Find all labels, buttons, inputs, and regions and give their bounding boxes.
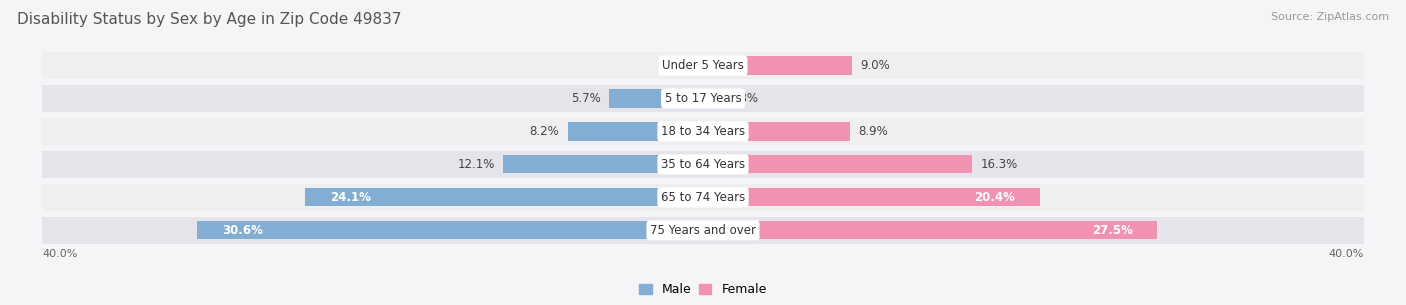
Text: 75 Years and over: 75 Years and over bbox=[650, 224, 756, 237]
Text: 12.1%: 12.1% bbox=[457, 158, 495, 171]
Bar bbox=[42, 118, 1364, 145]
Text: 30.6%: 30.6% bbox=[222, 224, 263, 237]
Text: 9.0%: 9.0% bbox=[860, 59, 890, 72]
Text: 20.4%: 20.4% bbox=[974, 191, 1015, 204]
Bar bbox=[703, 221, 1157, 239]
Text: 40.0%: 40.0% bbox=[42, 249, 77, 260]
Bar bbox=[703, 155, 973, 174]
Bar bbox=[197, 221, 703, 239]
Bar bbox=[703, 56, 852, 75]
Text: 5.7%: 5.7% bbox=[571, 92, 600, 105]
Text: 18 to 34 Years: 18 to 34 Years bbox=[661, 125, 745, 138]
Legend: Male, Female: Male, Female bbox=[634, 278, 772, 301]
Bar bbox=[42, 217, 1364, 244]
Text: 5 to 17 Years: 5 to 17 Years bbox=[665, 92, 741, 105]
Text: Source: ZipAtlas.com: Source: ZipAtlas.com bbox=[1271, 12, 1389, 22]
Text: 8.2%: 8.2% bbox=[530, 125, 560, 138]
Bar bbox=[609, 89, 703, 108]
Text: 65 to 74 Years: 65 to 74 Years bbox=[661, 191, 745, 204]
Bar bbox=[503, 155, 703, 174]
Text: 0.58%: 0.58% bbox=[721, 92, 758, 105]
Bar bbox=[42, 151, 1364, 178]
Bar bbox=[703, 122, 851, 141]
Bar bbox=[703, 89, 713, 108]
Text: Under 5 Years: Under 5 Years bbox=[662, 59, 744, 72]
Bar bbox=[703, 188, 1040, 206]
Text: 40.0%: 40.0% bbox=[1329, 249, 1364, 260]
Bar bbox=[42, 184, 1364, 211]
Bar bbox=[568, 122, 703, 141]
Bar bbox=[305, 188, 703, 206]
Bar bbox=[42, 52, 1364, 79]
Text: 35 to 64 Years: 35 to 64 Years bbox=[661, 158, 745, 171]
Bar bbox=[42, 85, 1364, 112]
Text: Disability Status by Sex by Age in Zip Code 49837: Disability Status by Sex by Age in Zip C… bbox=[17, 12, 401, 27]
Text: 16.3%: 16.3% bbox=[980, 158, 1018, 171]
Text: 24.1%: 24.1% bbox=[329, 191, 371, 204]
Text: 27.5%: 27.5% bbox=[1091, 224, 1133, 237]
Text: 0.0%: 0.0% bbox=[665, 59, 695, 72]
Text: 8.9%: 8.9% bbox=[858, 125, 889, 138]
